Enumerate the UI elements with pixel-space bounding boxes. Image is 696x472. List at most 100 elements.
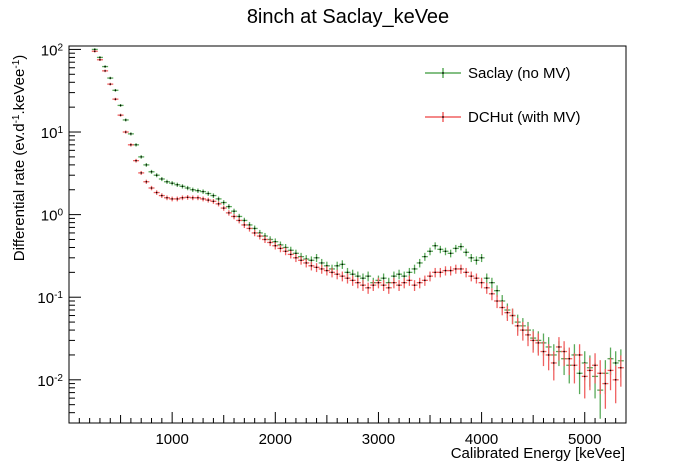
data-point xyxy=(138,170,145,175)
data-point xyxy=(339,271,346,282)
data-point xyxy=(473,256,480,265)
legend-marker xyxy=(442,116,444,118)
point-marker xyxy=(527,334,529,336)
point-marker xyxy=(161,178,163,180)
point-marker xyxy=(444,269,447,272)
data-point xyxy=(122,118,129,122)
point-marker xyxy=(99,56,101,59)
point-marker xyxy=(176,198,179,200)
point-marker xyxy=(212,194,215,197)
data-point xyxy=(519,321,526,341)
point-marker xyxy=(408,271,411,274)
data-point xyxy=(329,267,336,278)
data-point xyxy=(437,245,444,254)
data-point xyxy=(499,301,506,316)
point-marker xyxy=(351,273,354,275)
data-point xyxy=(535,333,542,356)
point-marker xyxy=(212,200,215,203)
data-point xyxy=(566,347,573,376)
data-point xyxy=(530,331,537,353)
data-point xyxy=(478,277,485,289)
data-point xyxy=(231,208,238,214)
point-marker xyxy=(150,170,153,173)
data-point xyxy=(318,264,325,274)
point-marker xyxy=(578,372,581,375)
point-marker xyxy=(460,268,462,270)
data-point xyxy=(494,295,501,309)
x-tick-label: 2000 xyxy=(259,431,292,448)
data-point xyxy=(365,271,372,282)
data-point xyxy=(525,326,532,347)
data-point xyxy=(339,260,346,269)
point-marker xyxy=(119,104,122,107)
data-point xyxy=(303,258,310,268)
data-point xyxy=(545,344,552,371)
data-point xyxy=(241,222,248,229)
point-marker xyxy=(449,269,452,272)
data-point xyxy=(112,88,119,92)
data-point xyxy=(117,104,124,107)
data-point xyxy=(473,273,480,284)
point-marker xyxy=(372,284,375,286)
data-point xyxy=(292,253,299,263)
point-marker xyxy=(197,196,199,199)
x-tick-label: 3000 xyxy=(362,431,395,448)
point-marker xyxy=(491,281,493,284)
data-point xyxy=(602,368,609,409)
data-point xyxy=(442,266,449,276)
point-marker xyxy=(346,271,349,274)
data-point xyxy=(421,252,428,261)
point-marker xyxy=(171,182,173,185)
point-marker xyxy=(387,287,390,289)
point-marker xyxy=(424,279,426,282)
point-marker xyxy=(228,205,230,208)
point-marker xyxy=(320,262,323,264)
point-marker xyxy=(253,232,256,234)
data-point xyxy=(416,277,423,289)
data-point xyxy=(349,269,356,280)
point-marker xyxy=(124,119,127,121)
data-point xyxy=(442,247,449,256)
data-point xyxy=(323,266,330,276)
point-marker xyxy=(455,247,457,250)
point-marker xyxy=(341,263,344,266)
point-marker xyxy=(620,366,622,369)
point-marker xyxy=(155,191,158,194)
data-point xyxy=(184,185,191,191)
point-marker xyxy=(289,249,292,252)
data-point xyxy=(571,353,578,384)
x-tick-label: 1000 xyxy=(155,431,188,448)
point-marker xyxy=(274,244,277,247)
data-point xyxy=(107,76,114,80)
point-marker xyxy=(480,281,483,284)
data-point xyxy=(457,243,464,251)
data-point xyxy=(256,232,263,240)
data-point xyxy=(163,195,170,201)
point-marker xyxy=(418,262,421,264)
data-point xyxy=(504,305,511,321)
data-point xyxy=(179,195,186,201)
data-point xyxy=(334,269,341,280)
data-point xyxy=(592,353,599,384)
point-marker xyxy=(197,189,199,192)
data-point xyxy=(169,181,176,186)
x-tick-label: 5000 xyxy=(568,431,601,448)
data-point xyxy=(102,69,109,73)
data-point xyxy=(251,229,258,237)
legend-marker xyxy=(442,72,444,74)
point-marker xyxy=(315,257,318,259)
data-point xyxy=(488,288,495,301)
data-point xyxy=(406,275,413,286)
data-point xyxy=(112,97,119,101)
data-point xyxy=(359,280,366,291)
point-marker xyxy=(259,235,261,237)
point-marker xyxy=(243,224,246,226)
data-point xyxy=(133,158,140,163)
data-point xyxy=(576,344,583,371)
y-axis-label-sup2: -1 xyxy=(11,59,22,68)
point-marker xyxy=(475,259,478,262)
point-marker xyxy=(434,271,436,274)
point-marker xyxy=(429,275,431,277)
data-point xyxy=(427,271,434,282)
data-point xyxy=(494,285,501,297)
